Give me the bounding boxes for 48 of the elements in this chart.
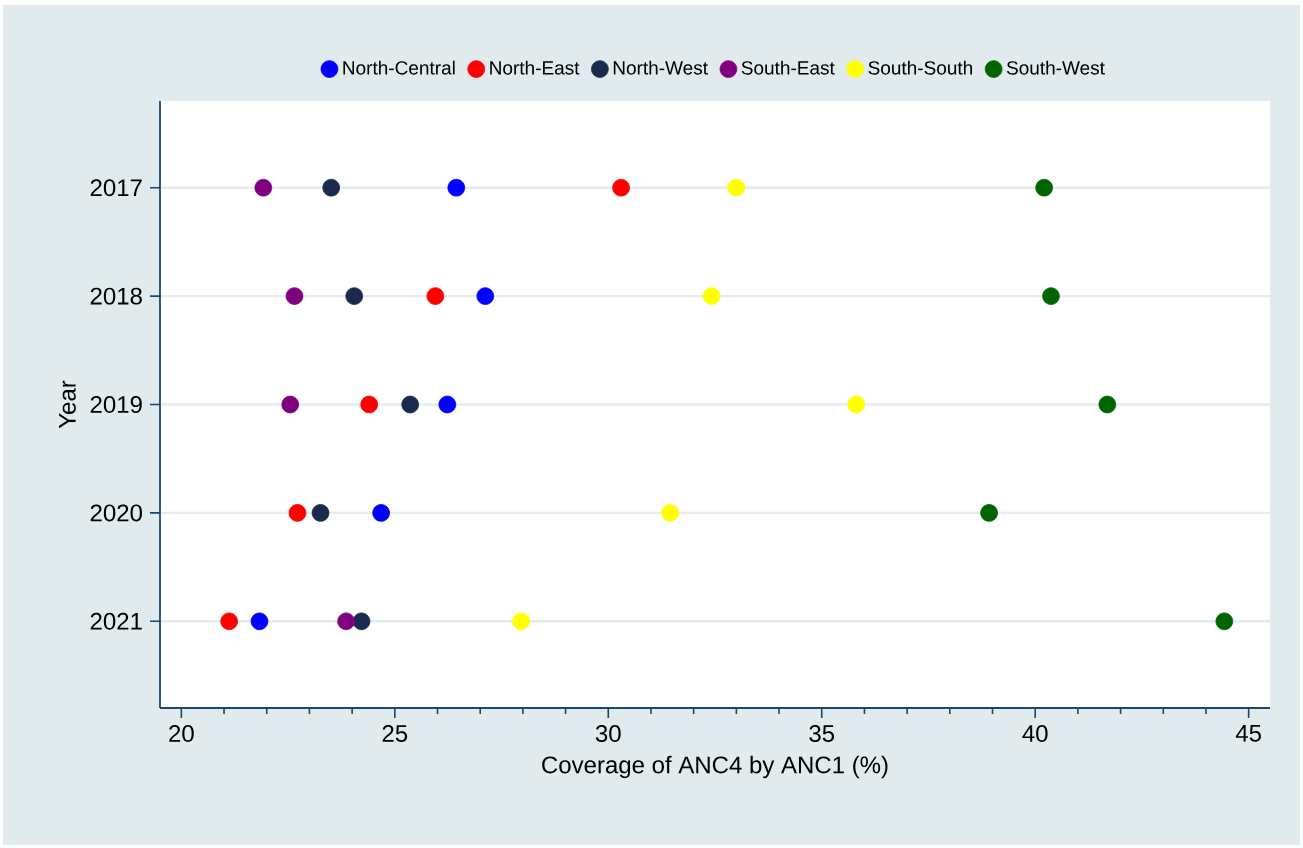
point <box>426 287 445 305</box>
point <box>438 395 457 414</box>
point <box>322 178 340 197</box>
legend-label: South-West <box>1006 60 1105 75</box>
point <box>512 612 530 631</box>
point <box>288 504 307 522</box>
point <box>476 287 495 305</box>
y-axis-title: Year <box>59 380 76 429</box>
point <box>847 395 866 414</box>
y-tick-label: 2019 <box>90 396 142 413</box>
point <box>1042 287 1060 305</box>
x-axis-title: Coverage of ANC4 by ANC1 (%) <box>542 755 888 779</box>
legend-label: North-East <box>490 60 580 75</box>
point <box>311 504 330 522</box>
point <box>447 178 466 197</box>
point <box>661 504 679 522</box>
legend-label: South-East <box>741 60 835 75</box>
legend-label: South-South <box>868 60 973 75</box>
point <box>352 612 371 631</box>
point <box>360 395 378 414</box>
x-tick-label: 35 <box>809 725 835 743</box>
point <box>285 287 304 305</box>
point <box>980 504 998 522</box>
x-tick-label: 25 <box>382 725 408 743</box>
x-tick-label: 20 <box>169 725 194 743</box>
legend-label: North-West <box>613 60 708 75</box>
point <box>254 178 273 197</box>
x-tick-label: 30 <box>595 725 621 743</box>
point <box>1215 612 1234 631</box>
legend-label: North-Central <box>343 60 455 75</box>
point <box>220 612 238 631</box>
point <box>1035 178 1053 197</box>
point <box>337 612 355 631</box>
point <box>281 395 300 414</box>
x-tick-label: 45 <box>1235 725 1261 742</box>
y-tick-label: 2020 <box>90 504 142 522</box>
point <box>612 178 630 197</box>
point <box>372 504 390 522</box>
point <box>250 612 269 631</box>
point <box>727 178 746 197</box>
point <box>702 287 721 305</box>
point <box>401 395 419 414</box>
point <box>345 287 364 305</box>
y-tick-label: 2017 <box>90 179 142 197</box>
y-tick-label: 2021 <box>90 612 142 630</box>
y-tick-label: 2018 <box>90 287 142 305</box>
point <box>1098 395 1117 414</box>
x-tick-label: 40 <box>1022 725 1048 743</box>
